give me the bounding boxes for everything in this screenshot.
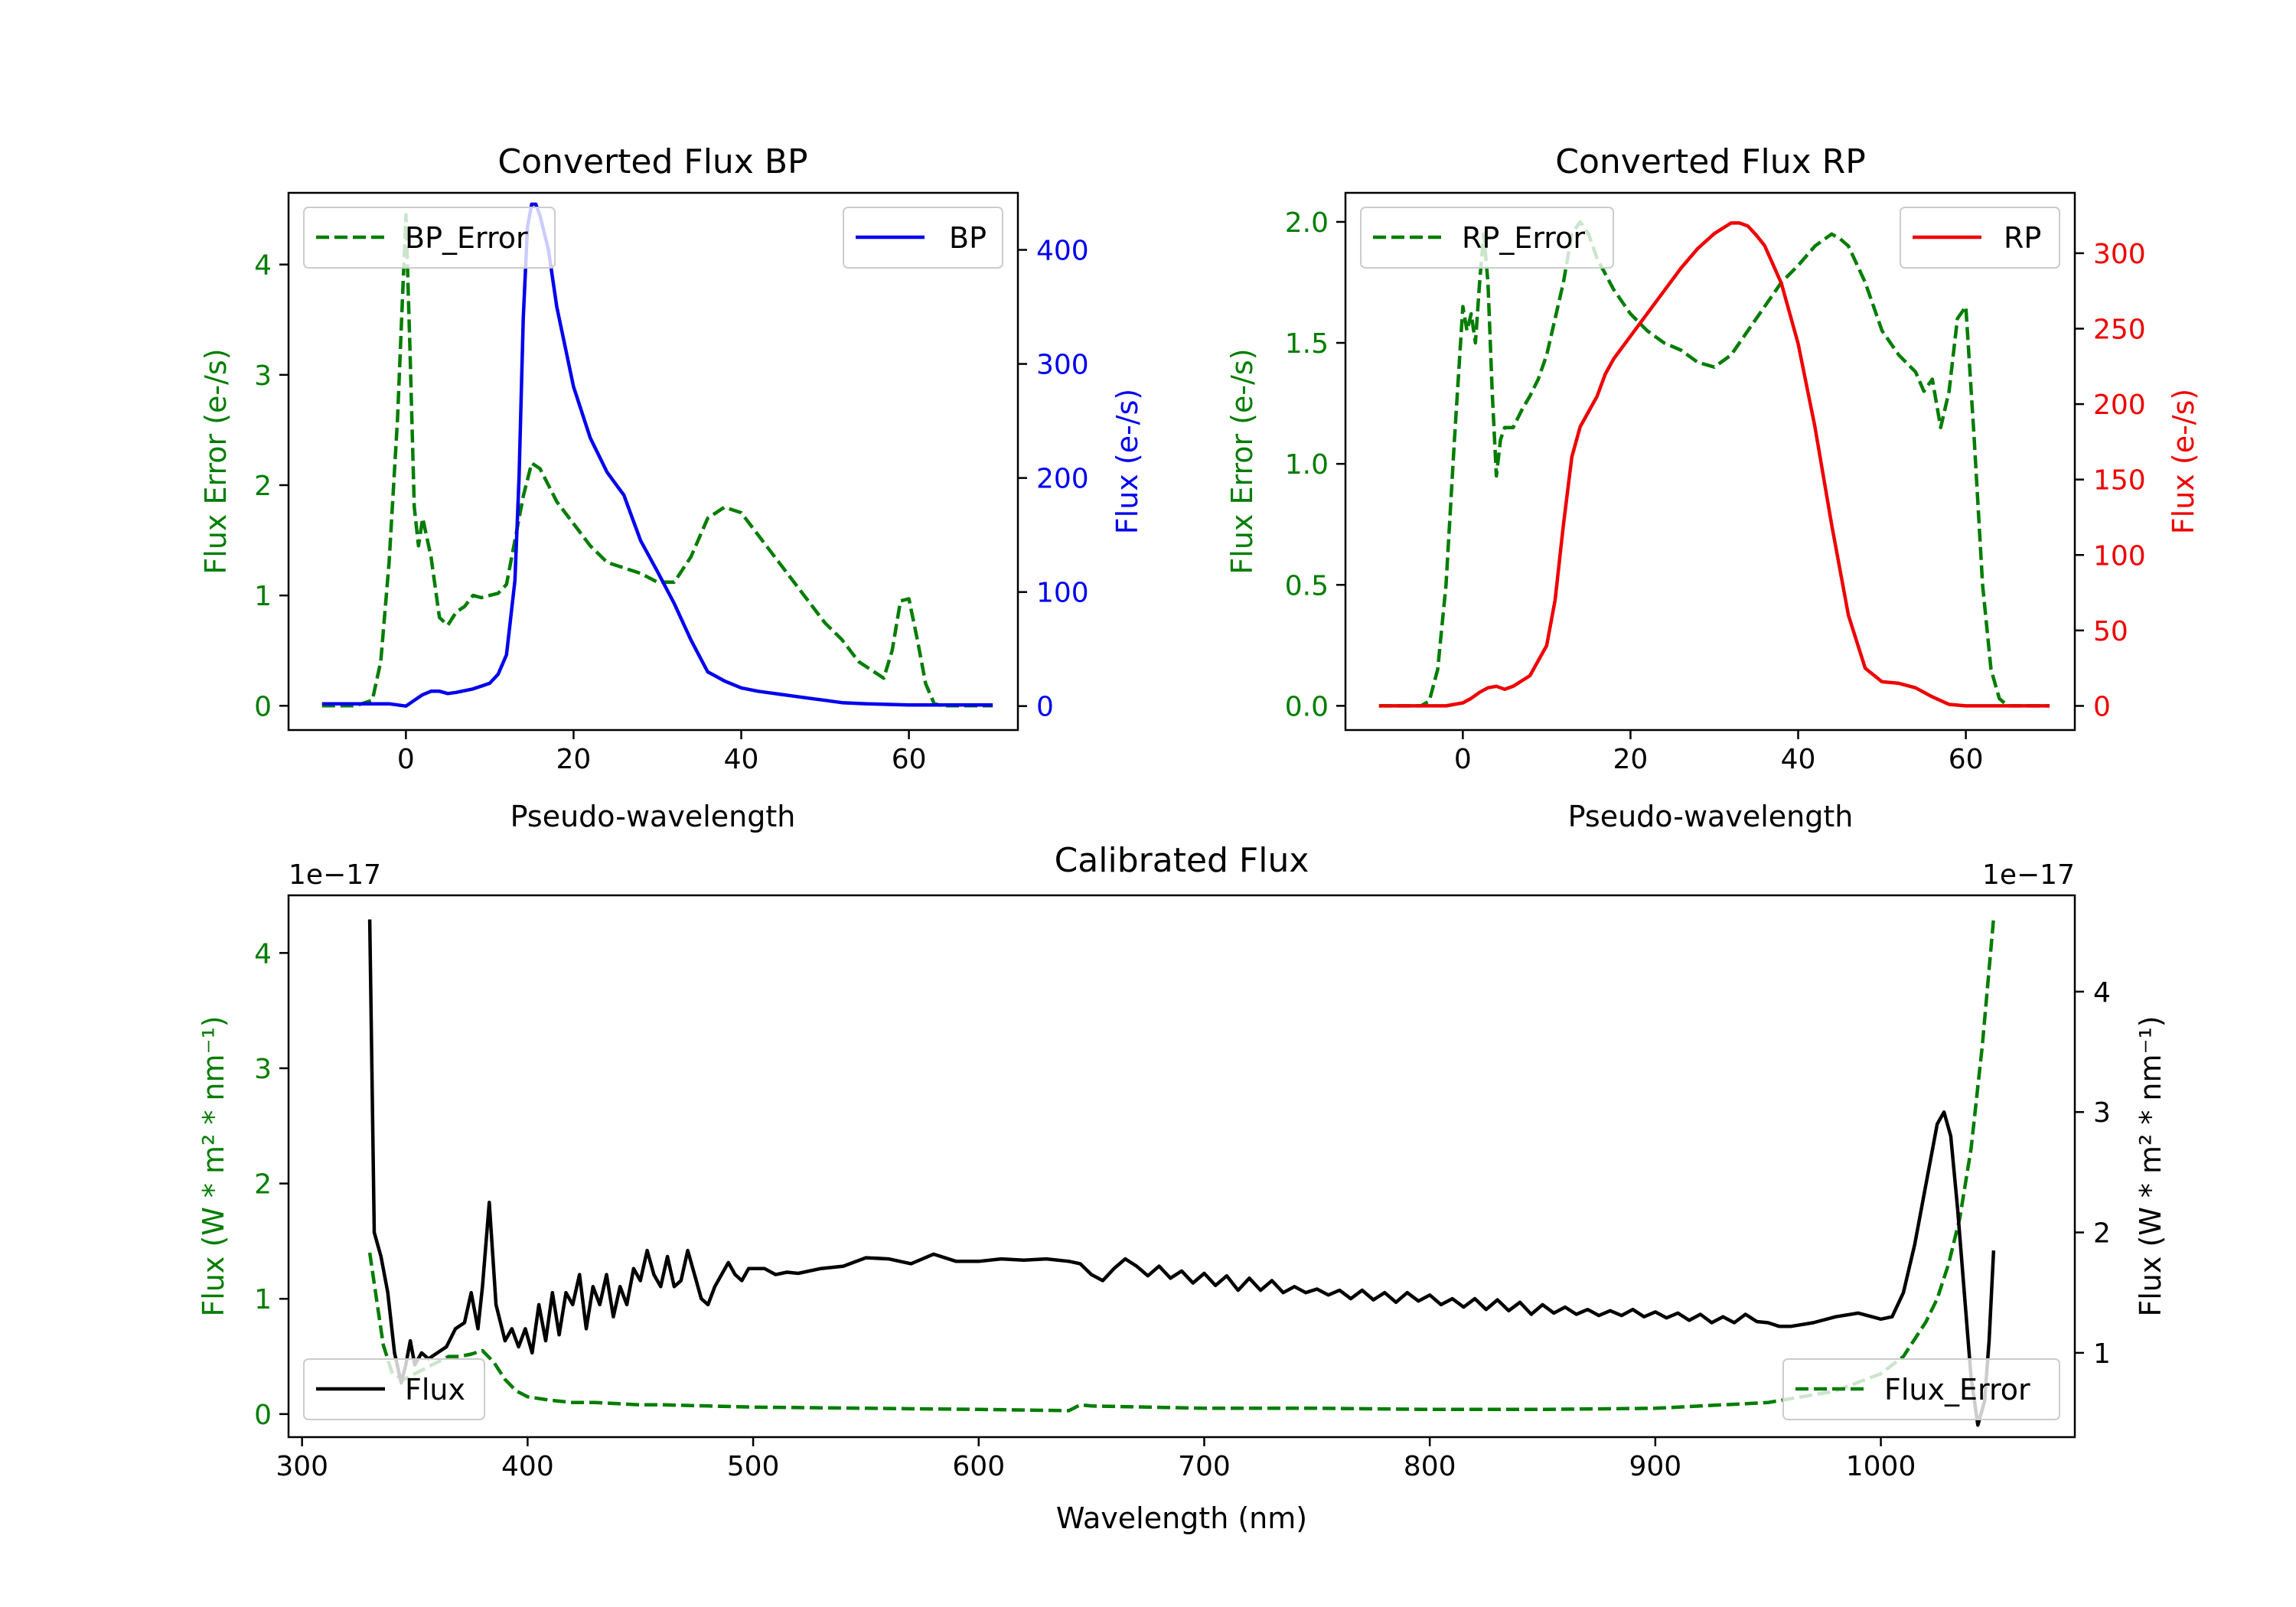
- y-tick-label-left: 1: [254, 1284, 272, 1315]
- x-tick-label: 1000: [1846, 1451, 1916, 1482]
- series-line-bp: [321, 202, 993, 708]
- chart-title: Converted Flux RP: [1555, 142, 1866, 181]
- legend-frame: [1360, 207, 1614, 269]
- y-tick-label-left: 2.0: [1285, 207, 1329, 239]
- y-tick-label-right: 400: [1036, 236, 1089, 267]
- offset-label-left: 1e−17: [289, 859, 381, 891]
- legend-label-flux: Flux: [405, 1373, 465, 1407]
- legend-frame: [303, 1358, 485, 1420]
- y-tick-label-left: 4: [254, 250, 272, 282]
- series-line-bp-error: [321, 213, 993, 708]
- x-tick-label: 900: [1629, 1451, 1682, 1482]
- x-axis-label: Pseudo-wavelength: [510, 800, 796, 833]
- y-tick-label-right: 200: [1036, 464, 1089, 495]
- y-tick-label-left: 4: [254, 938, 272, 970]
- x-tick-label: 800: [1404, 1451, 1456, 1482]
- panel-converted-flux-bp: Converted Flux BP 0 20 40 60012340100200300…: [199, 142, 1144, 833]
- x-tick-label: 40: [724, 744, 759, 775]
- x-tick-label: 40: [1781, 744, 1816, 775]
- x-tick-label: 60: [892, 744, 927, 775]
- y-tick-label-right: 0: [2093, 691, 2111, 722]
- y-tick-label-right: 300: [2093, 239, 2146, 270]
- plot-area: [321, 202, 993, 708]
- legend-label-bp: BP: [949, 221, 987, 255]
- y-tick-label-right: 150: [2093, 465, 2146, 497]
- y-tick-label-right: 100: [1036, 578, 1089, 609]
- legend-label-rp: RP: [2004, 221, 2041, 255]
- y-tick-label-left: 1: [254, 581, 272, 612]
- axes-layer: 300 400 500 600 700 800 900 1000 0 1 2 3 4 1 2 3 4: [254, 938, 2111, 1482]
- legend-right: BP: [843, 207, 1003, 269]
- y-tick-label-left: 3: [254, 360, 272, 392]
- y-tick-label-left: 1.5: [1285, 328, 1329, 360]
- y-tick-label-right: 200: [2093, 390, 2146, 421]
- legend-left: BP_Error: [303, 207, 556, 269]
- y-tick-label-right: 50: [2093, 616, 2128, 647]
- x-tick-label: 20: [556, 744, 592, 775]
- y-axis-label-left: Flux (W * m² * nm⁻¹): [197, 1015, 230, 1316]
- y-axis-label-right: Flux (e-/s): [2167, 389, 2200, 534]
- y-tick-label-right: 100: [2093, 540, 2146, 572]
- y-tick-label-left: 2: [254, 1169, 272, 1201]
- y-axis-label-left: Flux Error (e-/s): [1225, 348, 1259, 574]
- legend-frame: [1782, 1358, 2060, 1420]
- y-tick-label-left: 1.0: [1285, 449, 1329, 481]
- legend-right: RP: [1900, 207, 2060, 269]
- legend-label-bp-error: BP_Error: [405, 221, 528, 255]
- x-tick-label: 60: [1949, 744, 1984, 775]
- legend-left: RP_Error: [1360, 207, 1614, 269]
- series-line-rp: [1378, 221, 2050, 708]
- y-axis-label-left: Flux Error (e-/s): [199, 348, 233, 574]
- panel-calibrated-flux: Calibrated Flux 1e−17 1e−17 300 400 500 600…: [197, 841, 2167, 1535]
- y-axis-label-right: Flux (e-/s): [1110, 389, 1144, 534]
- y-tick-label-left: 2: [254, 471, 272, 502]
- axes-frame: [287, 894, 2076, 1439]
- x-tick-label: 600: [952, 1451, 1005, 1482]
- chart-title: Converted Flux BP: [497, 142, 807, 181]
- series-line-rp-error: [1378, 220, 2050, 708]
- plot-area: [1378, 220, 2050, 708]
- legend-label-flux-error: Flux_Error: [1884, 1373, 2030, 1407]
- x-axis-label: Pseudo-wavelength: [1568, 800, 1854, 833]
- x-tick-label: 500: [727, 1451, 780, 1482]
- y-tick-label-right: 4: [2093, 977, 2111, 1009]
- axes-frame: [287, 191, 1019, 732]
- legend-left: Flux: [303, 1358, 485, 1420]
- x-tick-label: 400: [501, 1451, 554, 1482]
- legend-frame: [303, 207, 556, 269]
- axes-layer: 0 20 40 60 0.0 0.5 1.0 1.5 2.0 0 50 100 150 200 250 300: [1285, 207, 2146, 775]
- x-tick-label: 300: [276, 1451, 328, 1482]
- y-tick-label-left: 0.0: [1285, 691, 1329, 722]
- y-tick-label-left: 0.5: [1285, 570, 1329, 601]
- chart-title: Calibrated Flux: [1055, 841, 1309, 880]
- panel-converted-flux-rp: Converted Flux RP 0 20 40 60 0.0 0.5 1.0 1.5 2.0…: [1225, 142, 2200, 833]
- axes-frame: [1344, 191, 2076, 732]
- y-tick-label-right: 250: [2093, 314, 2146, 345]
- y-axis-label-right: Flux (W * m² * nm⁻¹): [2134, 1015, 2167, 1316]
- x-tick-label: 0: [1454, 744, 1472, 775]
- x-tick-label: 700: [1178, 1451, 1231, 1482]
- legend-label-rp-error: RP_Error: [1462, 221, 1585, 255]
- y-tick-label-right: 3: [2093, 1097, 2111, 1129]
- y-tick-label-left: 3: [254, 1054, 272, 1085]
- x-tick-label: 20: [1613, 744, 1649, 775]
- y-tick-label-left: 0: [254, 691, 272, 722]
- offset-label-right: 1e−17: [1982, 859, 2075, 891]
- x-tick-label: 0: [397, 744, 415, 775]
- y-tick-label-right: 1: [2093, 1338, 2111, 1370]
- legend-right: Flux_Error: [1782, 1358, 2060, 1420]
- y-tick-label-right: 300: [1036, 350, 1089, 381]
- x-axis-label: Wavelength (nm): [1056, 1501, 1307, 1535]
- y-tick-label-right: 2: [2093, 1218, 2111, 1250]
- y-tick-label-right: 0: [1036, 692, 1054, 723]
- y-tick-label-left: 0: [254, 1400, 272, 1431]
- series-line-flux: [367, 919, 1996, 1427]
